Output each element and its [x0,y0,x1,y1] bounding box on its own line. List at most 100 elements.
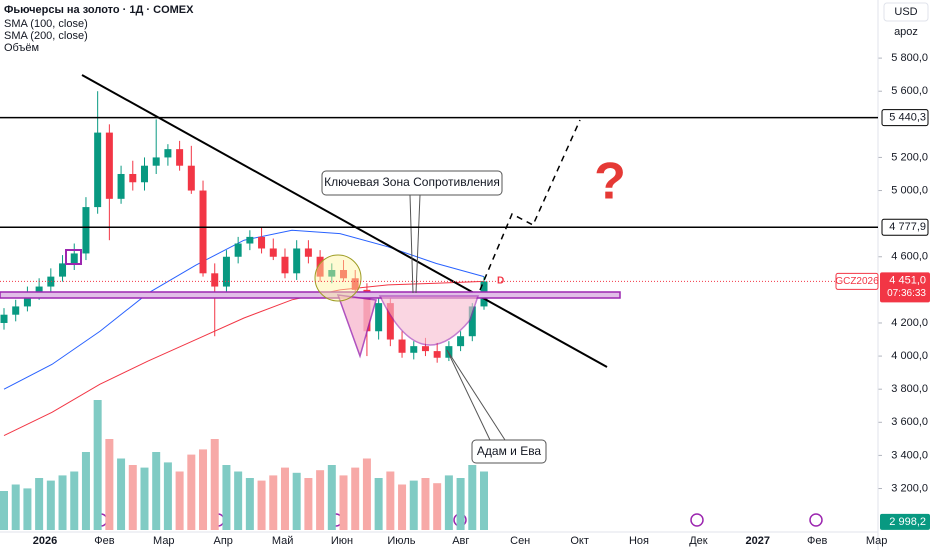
y-tick-label: 3 600,0 [891,416,928,428]
highlight-box [65,249,82,265]
volume-bar [140,467,149,530]
candle-body [12,306,20,315]
indicator: SMA (100, close) [4,18,88,30]
x-tick-label: Окт [570,535,589,547]
candle-body [140,165,148,183]
volume-bar [70,471,79,530]
candle-body [59,263,67,277]
candle-body [199,190,207,274]
event-icon [690,513,704,527]
volume-bar [374,478,383,530]
volume-label-box [880,513,930,530]
y-tick-label: 4 600,0 [891,251,928,263]
volume-bar [187,454,196,530]
volume-bar [245,478,254,530]
volume-bar [11,484,20,530]
volume-bar [163,462,172,530]
scale-mode[interactable]: apoz [894,26,918,38]
volume-bar [304,478,313,530]
volume-label: 2 998,2 [889,516,926,528]
y-tick-label: 5 800,0 [891,52,928,64]
x-tick-label: Дек [689,535,708,547]
candle-body [246,236,254,244]
volume-bar [409,480,418,530]
sma-line [3,229,485,390]
currency[interactable]: USD [894,6,917,18]
x-tick-label: Мар [866,535,888,547]
candle-body [375,303,383,332]
candle-body [211,273,219,287]
callout-box [321,170,503,196]
volume-bar [105,439,114,530]
callout-line [446,349,491,441]
question-mark: ? [594,153,626,211]
volume-bar [128,465,137,530]
support-zone [0,291,621,299]
candle-body [129,173,137,183]
currency-box[interactable] [883,2,929,22]
volume-bar [339,475,348,530]
volume-bar [280,467,289,530]
volume-bar [386,471,395,530]
candle-body [258,236,266,249]
volume-bar [292,472,301,530]
volume-bar [152,452,161,530]
volume-bar [210,439,219,530]
candle-body [410,346,418,353]
volume-bar [456,478,465,530]
candle-body [23,293,31,307]
adam-shape [336,294,377,359]
candle-body [281,256,289,274]
x-tick-label: 2027 [746,535,770,547]
level-label-box [881,218,929,236]
x-tick-label: Мар [153,535,175,547]
volume-bar [421,478,430,530]
candle-body [269,248,277,257]
y-tick-label: 5 000,0 [891,184,928,196]
candle-body [468,306,476,337]
countdown: 07:36:33 [887,288,926,299]
sma-line [3,280,485,436]
y-tick-label: 5 200,0 [891,151,928,163]
x-tick-label: Фев [807,535,827,547]
x-tick-label: Июль [387,535,415,547]
x-tick-label: Сен [510,535,530,547]
volume-bar [398,484,407,530]
candle-body [105,132,113,199]
candle-body [351,278,359,290]
volume-bar [316,470,325,530]
x-tick-label: Авг [452,535,469,547]
candle-body [176,149,184,166]
marker: D [497,276,504,287]
highlight-circle [314,254,362,302]
candle-body [187,165,195,191]
candle-body [234,243,242,257]
indicator: SMA (200, close) [4,30,88,42]
candle-body [386,303,394,340]
indicator: Объём [4,42,39,54]
volume-bar [327,465,336,530]
annotation: Ключевая Зона Сопротивления [324,175,500,189]
event-icon [809,513,823,527]
y-tick-label: 4 200,0 [891,317,928,329]
level-label-box [881,109,929,127]
x-tick-label: 2026 [33,535,57,547]
candle-body [94,132,102,208]
y-tick-label: 3 800,0 [891,383,928,395]
x-tick-label: Фев [94,535,114,547]
candle-body [398,339,406,353]
callout-line [415,194,421,294]
level-label: 5 440,3 [889,112,926,124]
candle-body [316,256,324,277]
volume-bar [81,452,90,530]
volume-bar [35,478,44,530]
candle-body [304,248,312,257]
candle-body [445,346,453,358]
callout-box [471,439,547,464]
candle-body [433,351,441,358]
volume-bar [23,488,32,530]
x-tick-label: Ноя [629,535,649,547]
volume-bar [234,471,243,530]
candle-body [35,286,43,294]
y-tick-label: 4 000,0 [891,350,928,362]
